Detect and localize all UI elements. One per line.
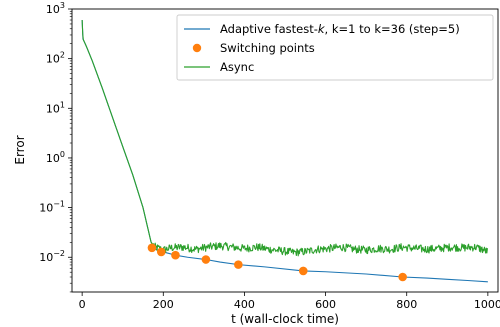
y-tick-exponent: 3	[60, 1, 65, 10]
y-tick-base: 10	[46, 152, 60, 165]
y-tick-exponent: −1	[53, 200, 65, 209]
switching-point-0	[147, 243, 157, 253]
y-tick-exponent: 2	[60, 51, 65, 60]
y-tick-label--1: 10−1	[39, 200, 65, 215]
y-tick-exponent: 1	[60, 100, 65, 109]
x-axis-label: t (wall-clock time)	[231, 312, 339, 326]
legend-switching-marker	[192, 43, 202, 53]
switching-point-4	[234, 260, 243, 269]
switching-point-6	[398, 272, 407, 282]
y-tick-label-3: 103	[46, 1, 65, 16]
legend-adaptive-label: Adaptive fastest-k, k=1 to k=36 (step=5)	[220, 22, 460, 36]
switching-point-2	[171, 250, 180, 260]
y-tick-label--2: 10−2	[39, 249, 65, 264]
legend-box	[176, 14, 494, 81]
y-tick-base: 10	[46, 53, 60, 66]
y-axis-label: Error	[13, 135, 27, 164]
y-tick-exponent: 0	[60, 150, 65, 159]
legend-switching-label: Switching points	[220, 41, 315, 55]
y-tick-base: 10	[46, 102, 60, 115]
x-tick-label-800: 800	[396, 298, 417, 311]
async-series-line	[81, 19, 488, 257]
x-tick-label-600: 600	[315, 298, 336, 311]
y-tick-base: 10	[39, 251, 53, 264]
y-tick-label-1: 101	[46, 100, 65, 115]
legend-adaptive-label-italic: k	[318, 22, 326, 36]
x-tick-label-400: 400	[234, 298, 255, 311]
switching-point-3	[201, 255, 211, 264]
series-layer	[81, 19, 488, 283]
y-tick-label-0: 100	[46, 150, 65, 165]
y-tick-base: 10	[46, 3, 60, 16]
legend: Adaptive fastest-k, k=1 to k=36 (step=5)…	[176, 14, 494, 81]
x-tick-label-1000: 1000	[474, 298, 500, 311]
y-tick-label-2: 102	[46, 51, 65, 66]
x-tick-label-200: 200	[153, 298, 174, 311]
switching-point-1	[156, 247, 166, 257]
legend-adaptive-label-post: , k=1 to k=36 (step=5)	[325, 22, 460, 36]
y-tick-base: 10	[39, 202, 53, 215]
x-axis: 0 200 400 600 800 1000	[79, 292, 500, 311]
plot-frame	[71, 8, 499, 293]
y-tick-exponent: −2	[53, 249, 65, 258]
legend-async-label: Async	[220, 60, 254, 74]
switching-point-5	[298, 266, 308, 276]
marker-layer	[147, 243, 407, 282]
legend-adaptive-label-pre: Adaptive fastest-	[220, 22, 318, 36]
x-tick-label-0: 0	[79, 298, 86, 311]
